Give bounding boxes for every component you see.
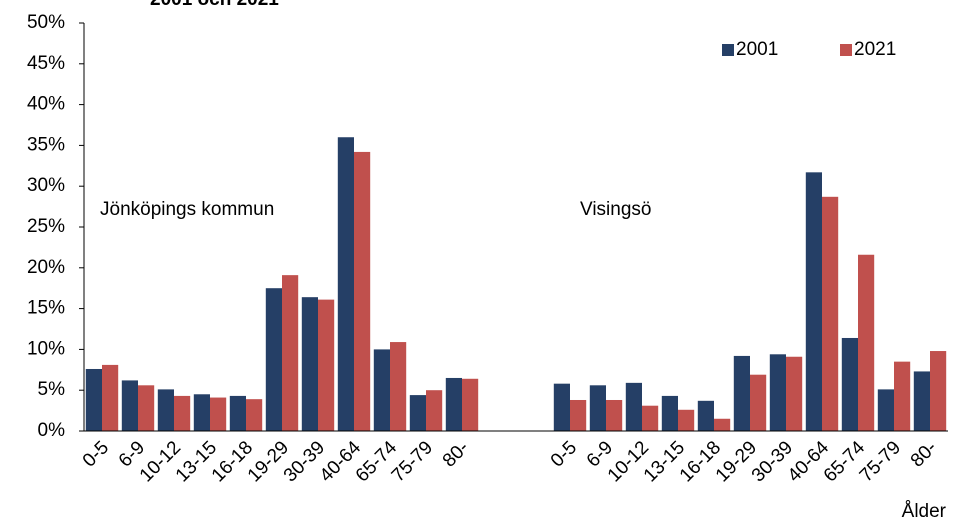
x-tick-label: 10-12 bbox=[604, 437, 653, 486]
bar bbox=[570, 399, 587, 431]
x-tick-label: 0-5 bbox=[79, 437, 113, 471]
bar bbox=[282, 275, 299, 431]
x-tick-label: 80- bbox=[439, 437, 473, 471]
bar bbox=[858, 254, 875, 431]
bar bbox=[589, 385, 606, 431]
bar bbox=[409, 395, 426, 431]
y-tick-label: 50% bbox=[27, 12, 65, 33]
bar bbox=[174, 395, 191, 431]
bar bbox=[714, 418, 731, 431]
bar bbox=[678, 409, 695, 431]
bar bbox=[354, 151, 371, 432]
bar bbox=[642, 405, 659, 431]
x-tick-label: 30-39 bbox=[280, 437, 329, 486]
bar bbox=[750, 374, 767, 431]
x-tick-label: 30-39 bbox=[748, 437, 797, 486]
y-tick-label: 20% bbox=[27, 257, 65, 278]
x-tick-label: 13-15 bbox=[640, 437, 689, 486]
bar bbox=[805, 172, 822, 431]
bar bbox=[733, 355, 750, 431]
bar bbox=[661, 395, 678, 431]
x-tick-label: 0-5 bbox=[547, 437, 581, 471]
x-axis-label: Ålder bbox=[902, 501, 947, 522]
bar bbox=[85, 368, 102, 431]
bar bbox=[822, 196, 839, 431]
bar bbox=[606, 399, 623, 431]
x-tick-label: 16-18 bbox=[208, 437, 257, 486]
bar bbox=[301, 297, 318, 431]
y-tick-label: 0% bbox=[38, 420, 66, 441]
bar bbox=[426, 390, 443, 431]
y-tick-label: 25% bbox=[27, 216, 65, 237]
bar bbox=[625, 382, 642, 431]
x-tick-label: 19-29 bbox=[244, 437, 293, 486]
x-tick-label: 10-12 bbox=[136, 437, 185, 486]
legend-label: 2001 bbox=[736, 39, 778, 60]
bar bbox=[877, 389, 894, 431]
bar bbox=[553, 383, 570, 431]
y-tick-label: 45% bbox=[27, 53, 65, 74]
bar bbox=[462, 378, 479, 431]
bar bbox=[894, 361, 911, 431]
annotation: Visingsö bbox=[580, 199, 651, 220]
bar bbox=[373, 349, 390, 431]
bar bbox=[913, 371, 930, 431]
bar bbox=[697, 400, 714, 431]
y-tick-label: 40% bbox=[27, 94, 65, 115]
bar bbox=[193, 394, 210, 431]
annotation: Jönköpings kommun bbox=[100, 199, 274, 220]
x-tick-label: 19-29 bbox=[712, 437, 761, 486]
chart-title: 2001 och 2021 bbox=[150, 0, 279, 10]
bar bbox=[445, 377, 462, 431]
x-tick-label: 16-18 bbox=[676, 437, 725, 486]
y-tick-label: 15% bbox=[27, 298, 65, 319]
bar bbox=[102, 364, 119, 431]
legend-swatch bbox=[722, 44, 734, 56]
x-tick-label: 75-79 bbox=[856, 437, 905, 486]
bar bbox=[246, 399, 263, 431]
y-tick-label: 30% bbox=[27, 175, 65, 196]
x-tick-label: 75-79 bbox=[388, 437, 437, 486]
x-tick-label: 80- bbox=[907, 437, 941, 471]
bar bbox=[318, 299, 335, 431]
bar bbox=[121, 380, 138, 431]
x-tick-label: 13-15 bbox=[172, 437, 221, 486]
bar bbox=[210, 397, 227, 431]
legend-label: 2021 bbox=[854, 39, 896, 60]
bar bbox=[930, 351, 947, 431]
bar bbox=[157, 389, 174, 431]
bar bbox=[265, 288, 282, 431]
bar bbox=[786, 356, 803, 431]
bar bbox=[841, 337, 858, 431]
bar bbox=[337, 137, 354, 432]
bar bbox=[769, 354, 786, 431]
y-tick-label: 35% bbox=[27, 134, 65, 155]
bar bbox=[390, 342, 407, 431]
y-tick-label: 5% bbox=[38, 379, 66, 400]
legend-swatch bbox=[840, 44, 852, 56]
bar bbox=[229, 395, 246, 431]
y-tick-label: 10% bbox=[27, 338, 65, 359]
bar bbox=[138, 385, 155, 431]
